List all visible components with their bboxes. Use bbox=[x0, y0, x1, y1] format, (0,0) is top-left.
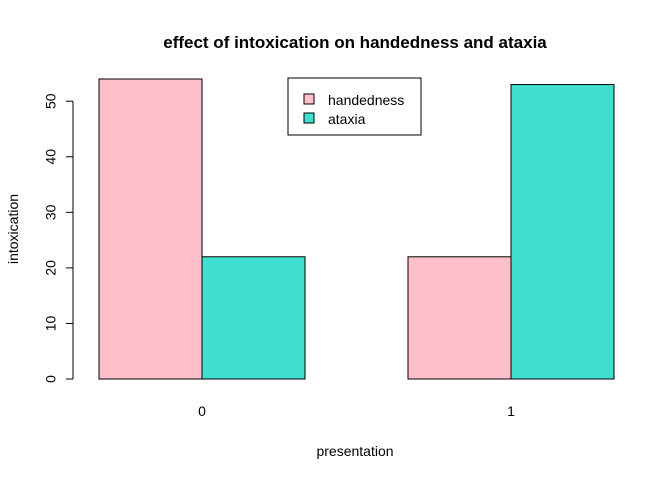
y-tick-label: 50 bbox=[43, 93, 59, 109]
y-tick-label: 0 bbox=[43, 375, 59, 383]
legend-swatch-ataxia bbox=[303, 112, 315, 124]
legend-label-ataxia: ataxia bbox=[328, 111, 366, 127]
x-tick-label: 0 bbox=[198, 403, 206, 419]
bars-layer bbox=[98, 78, 615, 380]
y-tick-label: 10 bbox=[43, 315, 59, 331]
legend-label-handedness: handedness bbox=[328, 92, 404, 108]
bar-handedness-1 bbox=[407, 256, 512, 380]
y-tick-label: 30 bbox=[43, 204, 59, 220]
y-tick-label: 40 bbox=[43, 149, 59, 165]
bar-handedness-0 bbox=[98, 78, 203, 380]
legend-swatch-handedness bbox=[303, 93, 315, 105]
y-axis: 0 10 20 30 40 50 bbox=[43, 93, 74, 383]
chart-title: effect of intoxication on handedness and… bbox=[163, 33, 547, 52]
y-axis-label: intoxication bbox=[5, 194, 21, 264]
bar-ataxia-1 bbox=[510, 84, 615, 380]
legend: handedness ataxia bbox=[287, 77, 422, 136]
x-tick-label: 1 bbox=[507, 403, 515, 419]
legend-box bbox=[287, 77, 422, 136]
y-tick-label: 20 bbox=[43, 260, 59, 276]
bar-ataxia-0 bbox=[201, 256, 306, 380]
x-axis-label: presentation bbox=[316, 443, 393, 459]
